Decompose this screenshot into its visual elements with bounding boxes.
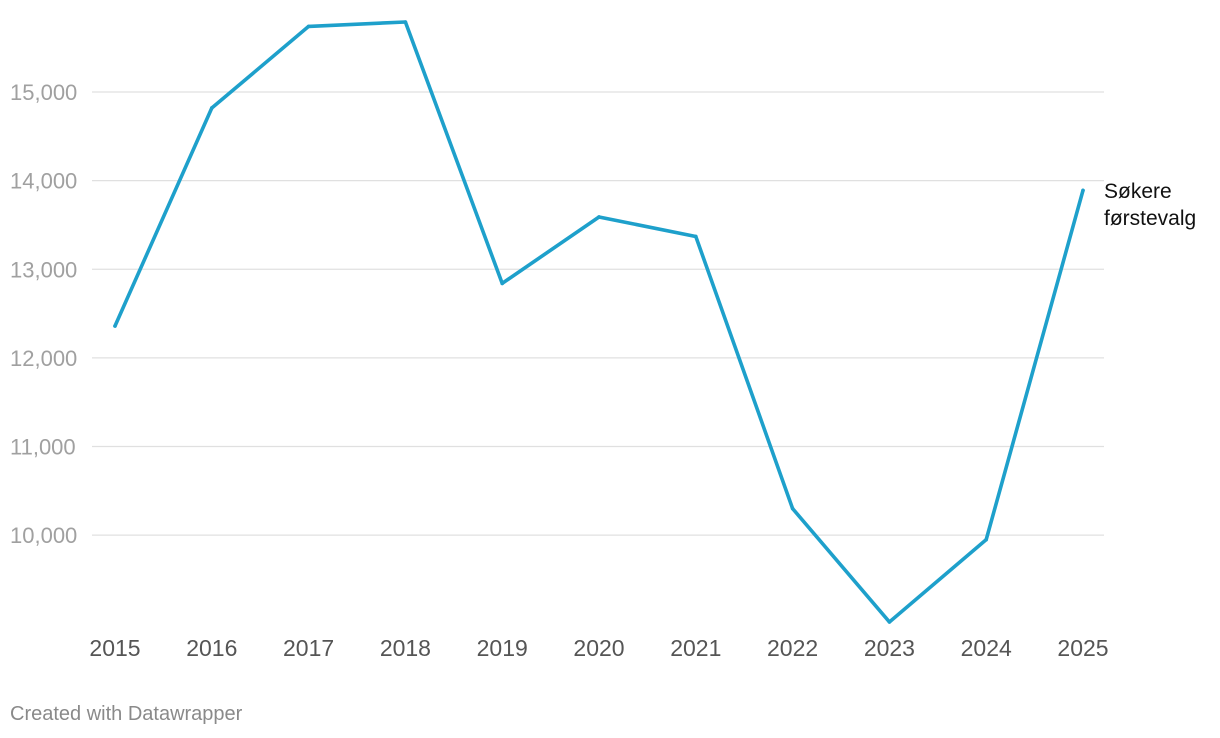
data-point-2022 <box>790 506 795 511</box>
series-layer: Søkere førstevalg <box>113 20 1196 624</box>
x-tick-label-2016: 2016 <box>186 635 237 661</box>
x-tick-label-2015: 2015 <box>89 635 140 661</box>
x-tick-label-2022: 2022 <box>767 635 818 661</box>
series-label-line-0: Søkere <box>1104 180 1172 203</box>
x-tick-label-2024: 2024 <box>961 635 1012 661</box>
x-tick-label-2021: 2021 <box>670 635 721 661</box>
x-tick-label-2019: 2019 <box>477 635 528 661</box>
x-tick-label-2018: 2018 <box>380 635 431 661</box>
series-line-0 <box>113 20 1085 624</box>
data-point-2025 <box>1081 188 1085 193</box>
data-point-2016 <box>210 106 214 110</box>
y-tick-label-10000: 10,000 <box>10 523 77 548</box>
data-point-2020 <box>597 215 601 219</box>
x-tick-label-2017: 2017 <box>283 635 334 661</box>
y-tick-label-12000: 12,000 <box>10 346 77 371</box>
y-tick-label-13000: 13,000 <box>10 257 77 282</box>
series-label: Søkere førstevalg <box>1104 180 1196 230</box>
data-point-2024 <box>984 537 988 542</box>
x-axis-tick-labels: 2015 2016 2017 2018 2019 2020 2021 2022 2023 2024… <box>89 635 1108 661</box>
gridlines <box>92 91 1104 536</box>
data-point-2015 <box>113 324 117 328</box>
x-tick-label-2023: 2023 <box>864 635 915 661</box>
x-tick-label-2025: 2025 <box>1057 635 1108 661</box>
y-tick-label-14000: 14,000 <box>10 169 77 194</box>
data-point-2019 <box>500 281 505 286</box>
y-tick-label-11000: 11,000 <box>10 435 76 460</box>
credit-footer: Created with Datawrapper <box>10 703 243 725</box>
data-point-2021 <box>694 234 698 239</box>
series-label-line-1: førstevalg <box>1104 207 1196 230</box>
line-chart: 10,000 11,000 12,000 13,000 14,000 15,000 201… <box>10 20 1196 661</box>
data-point-2018 <box>403 20 408 24</box>
data-point-2023 <box>887 620 892 624</box>
y-tick-label-15000: 15,000 <box>10 80 77 105</box>
x-tick-label-2020: 2020 <box>573 635 624 661</box>
y-axis-tick-labels: 10,000 11,000 12,000 13,000 14,000 15,000 <box>10 80 77 548</box>
data-point-2017 <box>306 24 311 29</box>
